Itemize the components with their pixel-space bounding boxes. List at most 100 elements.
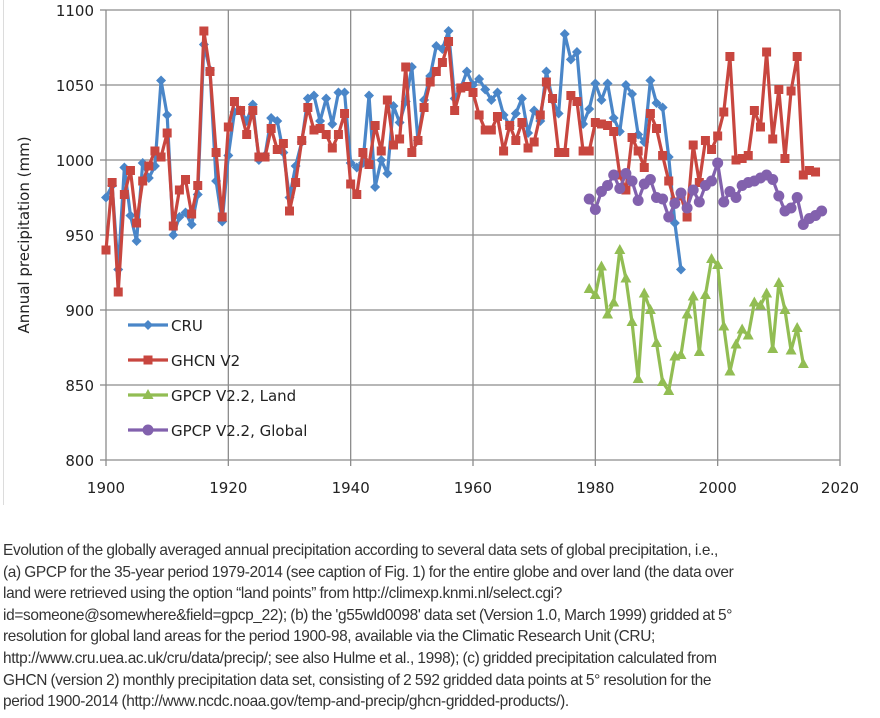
data-point <box>480 84 491 95</box>
caption-line: Evolution of the globally averaged annua… <box>3 542 718 559</box>
data-point <box>645 109 655 118</box>
data-point <box>638 287 650 298</box>
data-point <box>419 103 429 112</box>
data-point <box>352 190 362 199</box>
data-point <box>529 137 539 147</box>
data-point <box>816 205 828 217</box>
data-point <box>620 272 632 283</box>
data-point <box>474 74 485 84</box>
data-point <box>797 358 809 368</box>
data-point <box>731 155 741 165</box>
data-point <box>754 299 766 310</box>
data-point <box>811 167 821 177</box>
legend: CRU GHCN V2 GPCP V2.2, Land GPCP V2.2, Glob… <box>128 317 307 440</box>
data-point <box>254 152 264 162</box>
caption-line: id=someone@somewhere&field=gpcp_22); (b)… <box>3 606 733 624</box>
data-point <box>651 337 662 347</box>
data-point <box>162 128 172 138</box>
data-point <box>699 289 711 299</box>
data-point <box>358 148 368 157</box>
legend-marker <box>142 424 154 436</box>
data-point <box>462 82 472 91</box>
data-point <box>285 206 294 216</box>
data-point <box>730 338 742 349</box>
data-point <box>632 195 644 206</box>
data-point <box>388 140 398 150</box>
data-point <box>187 209 197 219</box>
data-point <box>168 221 178 231</box>
data-point <box>602 308 614 319</box>
data-point <box>785 344 797 355</box>
data-point <box>395 134 405 144</box>
data-point <box>664 176 674 186</box>
data-point <box>181 175 191 184</box>
data-point <box>321 93 332 104</box>
data-point <box>486 95 497 105</box>
data-point <box>382 168 393 179</box>
data-point <box>571 47 582 57</box>
data-point <box>644 304 656 314</box>
data-point <box>370 121 380 130</box>
data-point <box>401 62 411 72</box>
legend-label: GHCN V2 <box>171 352 240 370</box>
y-tick-label: 900 <box>65 302 94 320</box>
caption-line: land were retrieved using the option “la… <box>3 585 563 603</box>
data-point <box>712 157 724 169</box>
data-point <box>681 202 693 214</box>
data-point <box>450 106 460 115</box>
data-point <box>186 219 197 230</box>
data-point <box>620 168 632 179</box>
data-point <box>748 296 760 307</box>
data-point <box>431 67 441 76</box>
data-point <box>675 187 687 199</box>
figure-caption: Evolution of the globally averaged annua… <box>3 540 870 713</box>
x-tick-label: 1920 <box>209 479 247 497</box>
data-point <box>413 136 423 145</box>
data-point <box>651 98 662 108</box>
data-point <box>736 323 748 334</box>
data-point <box>595 260 607 271</box>
data-point <box>523 143 533 153</box>
data-point <box>101 192 111 203</box>
data-point <box>596 119 606 129</box>
data-point <box>602 78 613 89</box>
data-point <box>370 182 381 192</box>
data-point <box>627 89 638 99</box>
data-point <box>125 210 136 221</box>
data-point <box>162 110 173 120</box>
x-tick-label: 2020 <box>821 479 859 497</box>
data-point <box>125 166 135 175</box>
x-tick-label: 1900 <box>87 479 125 497</box>
data-point <box>669 198 681 209</box>
data-point <box>541 77 551 87</box>
data-point <box>168 230 179 240</box>
data-point <box>364 90 375 101</box>
data-point <box>266 124 276 133</box>
data-point <box>712 259 724 269</box>
data-point <box>308 90 319 101</box>
data-point <box>632 373 644 383</box>
data-point <box>583 283 595 293</box>
data-point <box>658 151 668 160</box>
data-point <box>681 308 693 319</box>
legend-marker <box>143 320 153 330</box>
data-point <box>645 75 656 86</box>
data-point <box>608 169 620 181</box>
data-point <box>602 180 614 191</box>
data-point <box>589 289 601 299</box>
data-point <box>725 52 735 61</box>
data-point <box>583 193 595 205</box>
series-cru <box>101 26 686 275</box>
data-point <box>272 116 283 126</box>
data-point <box>131 236 142 246</box>
data-point <box>572 97 582 106</box>
data-point <box>193 181 203 190</box>
data-point <box>376 146 386 156</box>
data-point <box>718 196 730 208</box>
data-point <box>248 106 258 115</box>
data-point <box>425 77 435 87</box>
data-point <box>554 148 564 157</box>
data-point <box>461 66 472 77</box>
caption-line: resolution for global land areas for the… <box>3 628 655 646</box>
data-point <box>773 277 785 287</box>
